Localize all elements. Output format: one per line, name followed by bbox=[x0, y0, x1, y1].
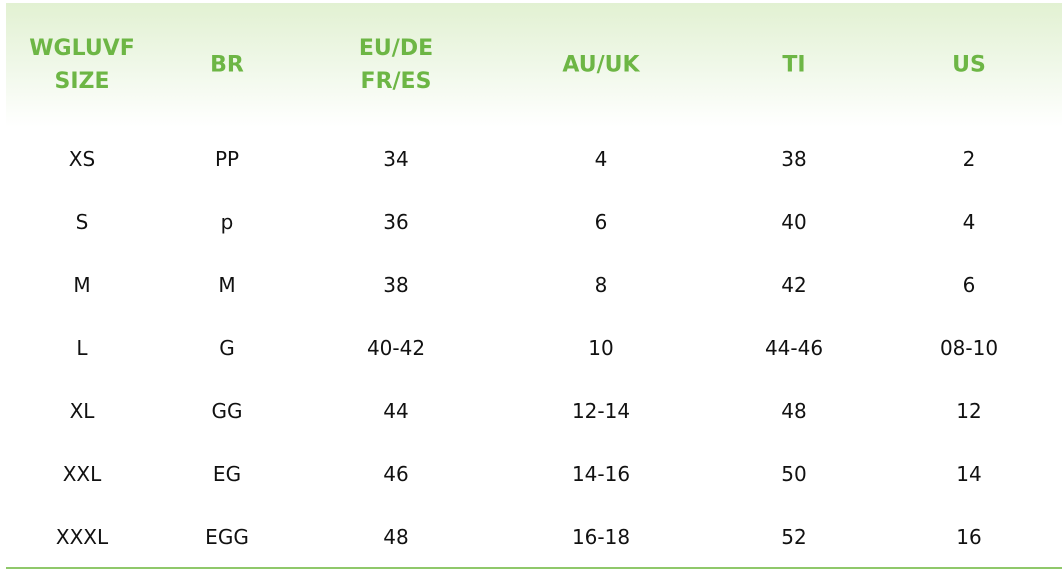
table-cell: XS bbox=[68, 147, 96, 171]
column-header: EU/DE FR/ES bbox=[359, 32, 433, 98]
table-cell: 48 bbox=[383, 525, 409, 549]
table-cell: 38 bbox=[383, 273, 409, 297]
table-cell: L bbox=[76, 336, 88, 360]
table-cell: 16-18 bbox=[571, 525, 631, 549]
table-cell: EGG bbox=[205, 525, 249, 549]
table-cell: 42 bbox=[781, 273, 807, 297]
table-cell: XXXL bbox=[55, 525, 109, 549]
column-header: BR bbox=[210, 49, 244, 82]
column-header-line: US bbox=[952, 52, 986, 78]
column-header-line: WGLUVF bbox=[29, 36, 135, 61]
table-cell: 14-16 bbox=[571, 462, 631, 486]
column-header-line: EU/DE bbox=[358, 36, 434, 61]
table-cell: 38 bbox=[781, 147, 807, 171]
table-cell: 4 bbox=[594, 147, 608, 171]
column-header: US bbox=[952, 49, 986, 82]
table-cell: 44 bbox=[383, 399, 409, 423]
column-header-line: FR/ES bbox=[360, 69, 432, 94]
table-cell: GG bbox=[211, 399, 243, 423]
table-cell: 14 bbox=[956, 462, 982, 486]
table-cell: 08-10 bbox=[939, 336, 999, 360]
column-header-line: BR bbox=[210, 52, 244, 78]
table-cell: 34 bbox=[383, 147, 409, 171]
table-cell: M bbox=[218, 273, 236, 297]
table-cell: 2 bbox=[962, 147, 976, 171]
table-cell: 12 bbox=[956, 399, 982, 423]
table-cell: 52 bbox=[781, 525, 807, 549]
table-cell: 46 bbox=[383, 462, 409, 486]
table-cell: 16 bbox=[956, 525, 982, 549]
column-header: TI bbox=[782, 49, 805, 82]
table-cell: 44-46 bbox=[764, 336, 824, 360]
column-header-line: SIZE bbox=[54, 69, 110, 94]
table-cell: XL bbox=[69, 399, 95, 423]
table-cell: 8 bbox=[594, 273, 608, 297]
column-header: AU/UK bbox=[562, 49, 639, 82]
table-cell: 4 bbox=[962, 210, 976, 234]
table-cell: PP bbox=[214, 147, 240, 171]
table-cell: 40 bbox=[781, 210, 807, 234]
table-cell: 50 bbox=[781, 462, 807, 486]
table-cell: G bbox=[219, 336, 235, 360]
bottom-divider bbox=[6, 567, 1062, 569]
table-cell: 6 bbox=[962, 273, 976, 297]
table-cell: S bbox=[75, 210, 89, 234]
table-cell: M bbox=[73, 273, 91, 297]
table-cell: p bbox=[220, 210, 234, 234]
table-cell: XXL bbox=[62, 462, 102, 486]
table-cell: 12-14 bbox=[571, 399, 631, 423]
table-cell: 10 bbox=[588, 336, 614, 360]
table-cell: EG bbox=[212, 462, 242, 486]
table-cell: 48 bbox=[781, 399, 807, 423]
table-header bbox=[6, 3, 1062, 127]
table-cell: 40-42 bbox=[366, 336, 426, 360]
column-header-line: AU/UK bbox=[562, 52, 640, 78]
column-header-line: TI bbox=[782, 52, 806, 78]
column-header: WGLUVF SIZE bbox=[29, 32, 134, 98]
table-cell: 6 bbox=[594, 210, 608, 234]
table-cell: 36 bbox=[383, 210, 409, 234]
